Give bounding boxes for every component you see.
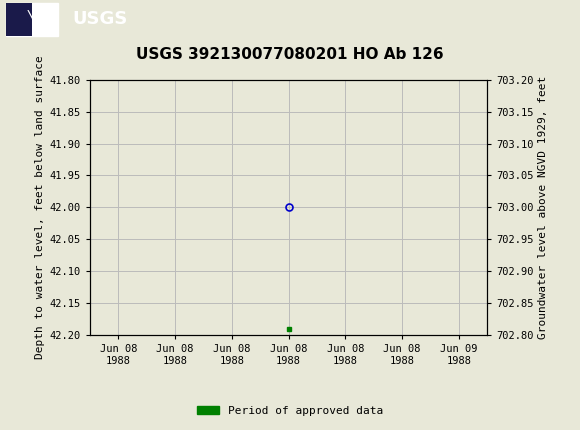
Y-axis label: Depth to water level, feet below land surface: Depth to water level, feet below land su… xyxy=(35,55,45,359)
FancyBboxPatch shape xyxy=(6,3,32,36)
Legend: Period of approved data: Period of approved data xyxy=(193,401,387,420)
Text: USGS 392130077080201 HO Ab 126: USGS 392130077080201 HO Ab 126 xyxy=(136,47,444,62)
FancyBboxPatch shape xyxy=(6,3,58,36)
Y-axis label: Groundwater level above NGVD 1929, feet: Groundwater level above NGVD 1929, feet xyxy=(538,76,548,339)
Text: ╲: ╲ xyxy=(27,11,37,28)
Text: USGS: USGS xyxy=(72,10,128,28)
